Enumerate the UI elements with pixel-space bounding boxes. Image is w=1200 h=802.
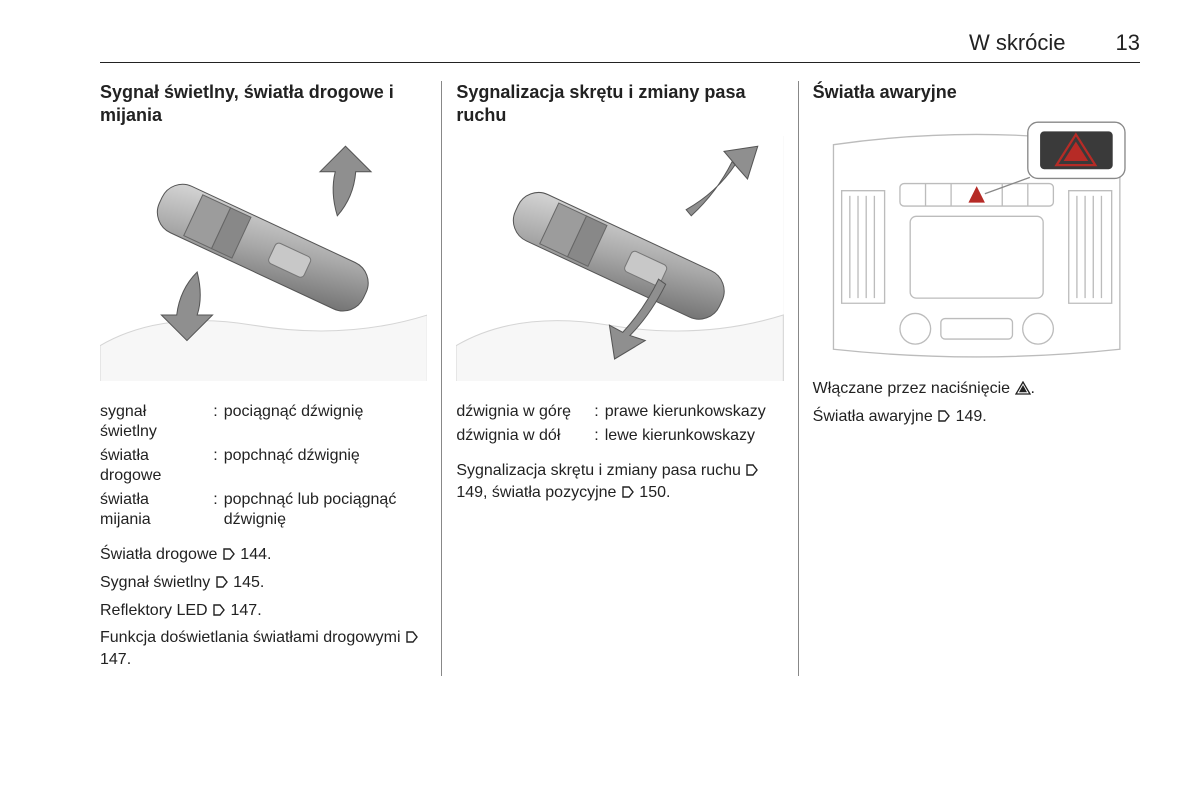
header-title: W skrócie — [969, 30, 1066, 56]
figure-hazard-dashboard — [813, 114, 1140, 359]
column-2: Sygnalizacja skrętu i zmiany pasa ruchu — [441, 81, 797, 676]
column-3: Światła awaryjne — [798, 81, 1140, 676]
def-term: światła drogowe — [100, 444, 207, 488]
def-desc: popchnąć lub pociągnąć dźwignię — [224, 488, 428, 532]
page-reference: Sygnał świetlny 145. — [100, 572, 427, 594]
col3-heading: Światła awaryjne — [813, 81, 1140, 104]
pageref-icon — [222, 547, 236, 561]
pageref-icon — [405, 630, 419, 644]
page-header: W skrócie 13 — [100, 30, 1140, 63]
ref-text: 147. — [226, 602, 262, 619]
figure-stalk-turnsignal — [456, 136, 783, 381]
content-columns: Sygnał świetlny, światła drogowe i mijan… — [100, 81, 1140, 676]
ref-text: Sygnalizacja skrętu i zmiany pasa ruchu — [456, 462, 745, 479]
col1-heading: Sygnał świetlny, światła drogowe i mijan… — [100, 81, 427, 126]
ref-text: 145. — [229, 574, 265, 591]
pageref-icon — [212, 603, 226, 617]
page-reference: Światła drogowe 144. — [100, 544, 427, 566]
def-term: sygnał świetlny — [100, 400, 207, 444]
ref-text: Funkcja doświetlania światłami drogowymi — [100, 629, 405, 646]
def-term: dźwignia w górę — [456, 400, 588, 424]
def-term: dźwignia w dół — [456, 424, 588, 448]
ref-text: 150. — [635, 484, 671, 501]
pageref-icon — [621, 485, 635, 499]
header-page-number: 13 — [1116, 30, 1140, 56]
col1-definitions: sygnał świetlny : pociągnąć dźwignię świ… — [100, 400, 427, 532]
pageref-icon — [937, 409, 951, 423]
page-reference: Sygnalizacja skrętu i zmiany pasa ruchu … — [456, 460, 783, 503]
column-1: Sygnał świetlny, światła drogowe i mijan… — [100, 81, 441, 676]
ref-text: Światła awaryjne — [813, 408, 938, 425]
ref-text: 144. — [236, 546, 272, 563]
definition-row: sygnał świetlny : pociągnąć dźwignię — [100, 400, 427, 444]
definition-row: światła drogowe : popchnąć dźwignię — [100, 444, 427, 488]
def-separator: : — [207, 488, 223, 532]
col2-heading: Sygnalizacja skrętu i zmiany pasa ruchu — [456, 81, 783, 126]
definition-row: światła mijania : popchnąć lub pociągnąć… — [100, 488, 427, 532]
col2-definitions: dźwignia w górę : prawe kierunkowskazy d… — [456, 400, 783, 448]
ref-text: 149, światła pozycyjne — [456, 484, 621, 501]
ref-text: Sygnał świetlny — [100, 574, 215, 591]
def-desc: popchnąć dźwignię — [224, 444, 428, 488]
def-desc: pociągnąć dźwignię — [224, 400, 428, 444]
def-desc: prawe kierunkowskazy — [605, 400, 784, 424]
def-desc: lewe kierunkowskazy — [605, 424, 784, 448]
figure-stalk-highbeam — [100, 136, 427, 381]
hazard-icon — [1015, 381, 1031, 395]
ref-text: 147. — [100, 651, 131, 668]
definition-row: dźwignia w dół : lewe kierunkowskazy — [456, 424, 783, 448]
def-separator: : — [588, 424, 604, 448]
ref-text: Reflektory LED — [100, 602, 212, 619]
def-term: światła mijania — [100, 488, 207, 532]
pageref-icon — [745, 463, 759, 477]
pageref-icon — [215, 575, 229, 589]
def-separator: : — [207, 444, 223, 488]
ref-text: . — [1031, 380, 1035, 397]
page-reference: Reflektory LED 147. — [100, 600, 427, 622]
ref-text: Światła drogowe — [100, 546, 222, 563]
page-reference: Światła awaryjne 149. — [813, 406, 1140, 428]
ref-text: Włączane przez naciśnięcie — [813, 380, 1015, 397]
def-separator: : — [588, 400, 604, 424]
page-reference: Włączane przez naciśnięcie . — [813, 378, 1140, 400]
definition-row: dźwignia w górę : prawe kierunkowskazy — [456, 400, 783, 424]
ref-text: 149. — [951, 408, 987, 425]
page-reference: Funkcja doświetlania światłami drogowymi… — [100, 627, 427, 670]
def-separator: : — [207, 400, 223, 444]
